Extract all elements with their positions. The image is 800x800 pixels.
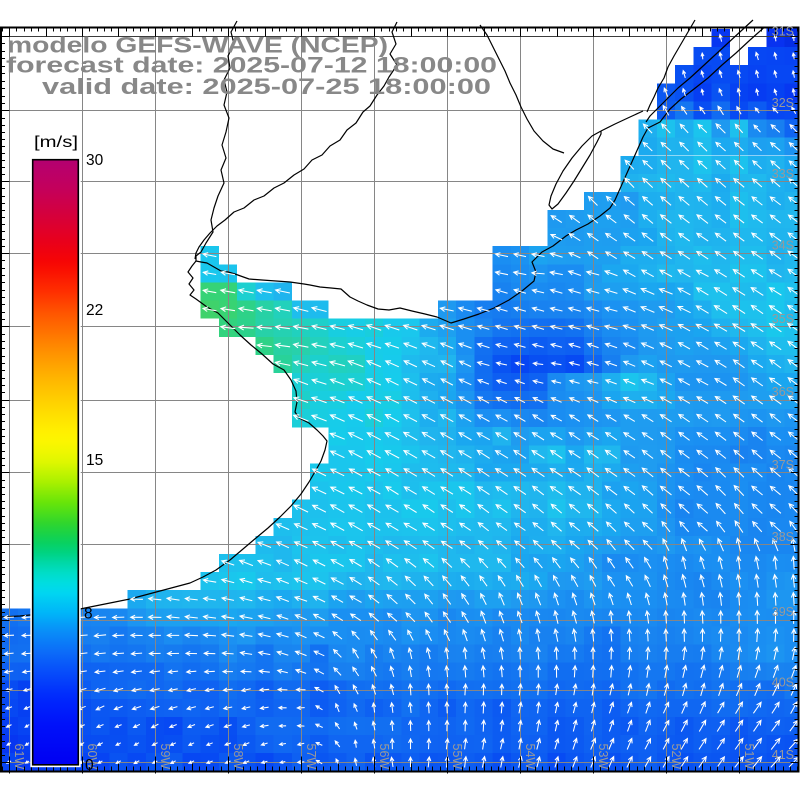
svg-text:valid date: 2025-07-25 18:00:0: valid date: 2025-07-25 18:00:00	[42, 74, 491, 99]
svg-text:52W: 52W	[669, 744, 683, 770]
svg-text:39S: 39S	[772, 605, 794, 619]
svg-text:modelo GEFS-WAVE (NCEP): modelo GEFS-WAVE (NCEP)	[7, 33, 388, 58]
svg-text:54W: 54W	[523, 744, 537, 770]
svg-text:57W: 57W	[304, 744, 318, 770]
svg-text:38S: 38S	[772, 530, 794, 544]
svg-text:32S: 32S	[772, 96, 794, 110]
svg-text:61W: 61W	[12, 744, 26, 770]
svg-text:30: 30	[86, 152, 104, 169]
svg-text:37S: 37S	[772, 458, 794, 472]
svg-text:41S: 41S	[772, 748, 794, 762]
svg-text:31S: 31S	[772, 25, 794, 39]
svg-text:34S: 34S	[772, 239, 794, 253]
svg-text:forecast date: 2025-07-12 18:0: forecast date: 2025-07-12 18:00:00	[6, 53, 497, 78]
svg-text:36S: 36S	[772, 385, 794, 399]
svg-text:15: 15	[86, 452, 103, 469]
svg-text:58W: 58W	[231, 744, 245, 770]
svg-text:0: 0	[85, 757, 94, 774]
svg-text:[m/s]: [m/s]	[34, 134, 78, 151]
svg-text:35S: 35S	[772, 312, 794, 326]
svg-text:51W: 51W	[742, 744, 756, 770]
svg-text:55W: 55W	[450, 744, 464, 770]
svg-text:59W: 59W	[158, 744, 172, 770]
svg-text:8: 8	[84, 606, 93, 623]
svg-text:33S: 33S	[772, 167, 794, 181]
svg-text:53W: 53W	[596, 744, 610, 770]
svg-text:60W: 60W	[85, 744, 99, 770]
svg-text:56W: 56W	[377, 744, 391, 770]
svg-text:40S: 40S	[772, 676, 794, 690]
svg-text:22: 22	[86, 302, 103, 319]
